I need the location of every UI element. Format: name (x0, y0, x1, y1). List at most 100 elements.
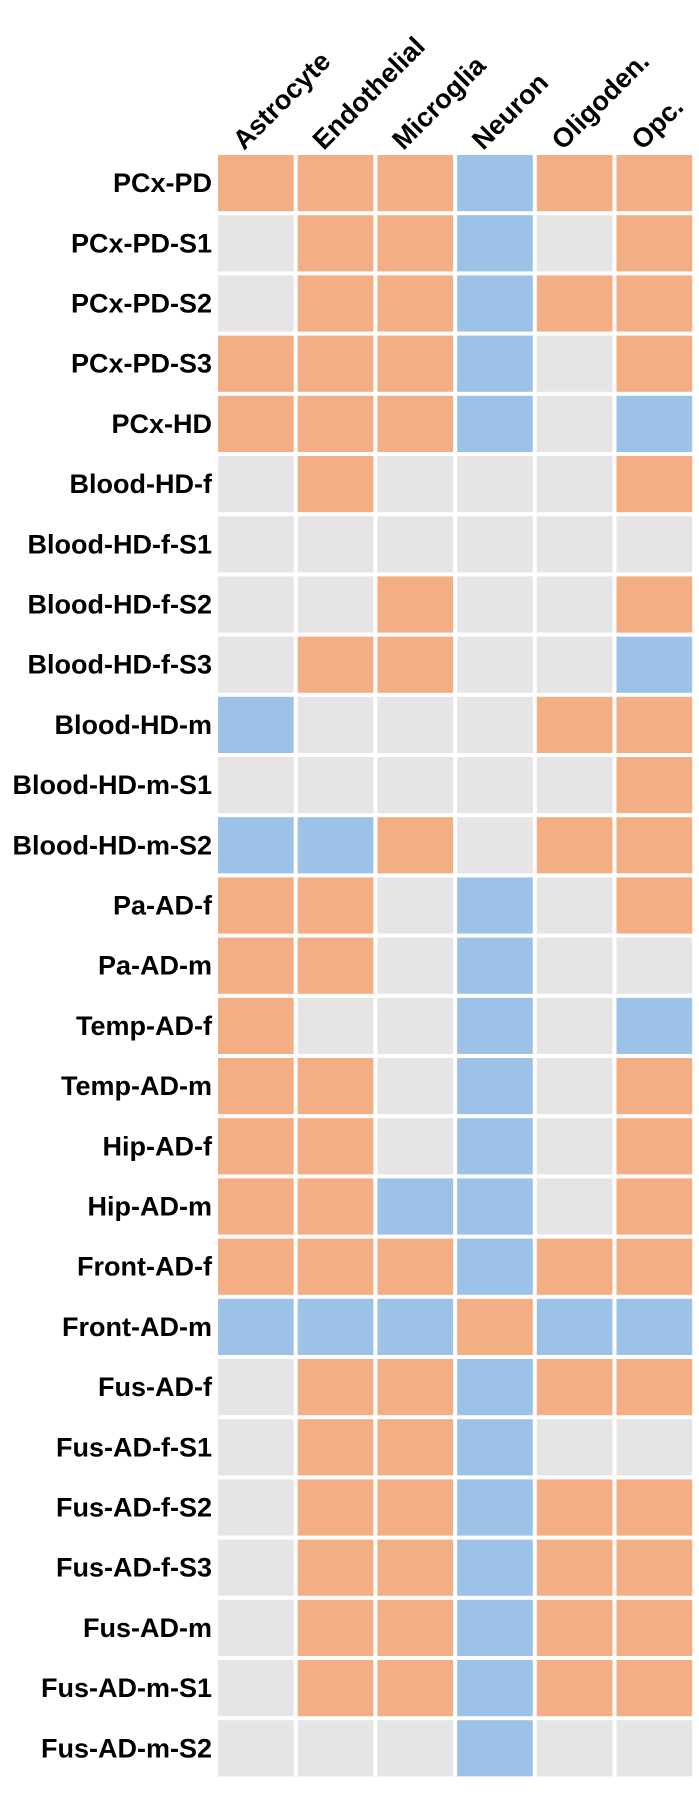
heatmap-cells (218, 155, 693, 1777)
heatmap-cell (377, 215, 454, 272)
heatmap-cell (457, 516, 533, 573)
heatmap-cell (457, 1479, 533, 1536)
heatmap-cell (377, 877, 454, 934)
heatmap-cell (616, 1419, 693, 1476)
heatmap-cell (297, 997, 374, 1054)
heatmap-cell (536, 696, 613, 753)
heatmap-cell (377, 456, 454, 513)
heatmap-cell (377, 1660, 454, 1717)
heatmap-cell (218, 1118, 294, 1175)
heatmap-cell (536, 937, 613, 994)
heatmap-cell (457, 456, 533, 513)
heatmap-cell (616, 1660, 693, 1717)
row-labels: PCx-PD PCx-PD-S1 PCx-PD-S2 PCx-PD-S3 PCx-HD B… (13, 168, 213, 1763)
heatmap-cell (218, 1298, 294, 1355)
heatmap-cell (218, 696, 294, 753)
heatmap-cell (377, 1178, 454, 1235)
heatmap-cell (218, 155, 294, 212)
row-label: PCx-PD (113, 168, 212, 198)
row-label: Blood-HD-f-S2 (28, 590, 212, 620)
row-label: Blood-HD-m-S2 (13, 830, 212, 860)
heatmap-cell (536, 1298, 613, 1355)
heatmap-cell (536, 1599, 613, 1656)
row-label: Fus-AD-f-S1 (56, 1432, 212, 1462)
heatmap-cell (536, 1238, 613, 1295)
row-label: Fus-AD-m-S1 (41, 1673, 212, 1703)
heatmap-cell (536, 155, 613, 212)
heatmap-cell (616, 1238, 693, 1295)
heatmap-cell (297, 1479, 374, 1536)
heatmap-cell (457, 1058, 533, 1115)
row-label: PCx-PD-S2 (71, 289, 212, 319)
heatmap-cell (457, 937, 533, 994)
heatmap-cell (457, 1660, 533, 1717)
row-label: Blood-HD-f (70, 469, 213, 499)
heatmap-cell (616, 395, 693, 452)
heatmap-cell (616, 817, 693, 874)
row-label: Pa-AD-f (113, 891, 213, 921)
heatmap-cell (297, 275, 374, 332)
heatmap-cell (536, 275, 613, 332)
heatmap-cell (616, 1479, 693, 1536)
heatmap-cell (536, 636, 613, 693)
heatmap-cell (297, 1298, 374, 1355)
heatmap-cell (377, 997, 454, 1054)
heatmap-cell (536, 1720, 613, 1777)
heatmap-cell (457, 335, 533, 392)
heatmap-cell (297, 1419, 374, 1476)
heatmap-cell (377, 516, 454, 573)
heatmap-cell (297, 1599, 374, 1656)
heatmap-cell (377, 1118, 454, 1175)
heatmap-cell (297, 456, 374, 513)
heatmap-cell (297, 1238, 374, 1295)
heatmap-cell (457, 757, 533, 814)
heatmap-cell (457, 877, 533, 934)
heatmap-cell (377, 1539, 454, 1596)
heatmap-cell (297, 1058, 374, 1115)
row-label: Hip-AD-f (103, 1131, 213, 1161)
row-label: Temp-AD-f (76, 1011, 213, 1041)
heatmap-cell (536, 456, 613, 513)
row-label: PCx-HD (111, 409, 212, 439)
heatmap-cell (457, 155, 533, 212)
row-label: Fus-AD-f (98, 1372, 213, 1402)
heatmap-cell (218, 576, 294, 633)
heatmap-cell (536, 1660, 613, 1717)
heatmap-cell (218, 335, 294, 392)
heatmap-cell (616, 456, 693, 513)
heatmap-cell (297, 335, 374, 392)
heatmap-cell (457, 817, 533, 874)
heatmap-cell (536, 335, 613, 392)
heatmap-cell (218, 1359, 294, 1416)
heatmap-cell (616, 1720, 693, 1777)
heatmap-cell (218, 636, 294, 693)
heatmap-cell (297, 1118, 374, 1175)
heatmap-cell (536, 395, 613, 452)
heatmap-cell (297, 1660, 374, 1717)
heatmap-cell (218, 1178, 294, 1235)
heatmap-cell (218, 1720, 294, 1777)
row-label: Hip-AD-m (88, 1192, 212, 1222)
heatmap-cell (457, 1238, 533, 1295)
heatmap-cell (297, 877, 374, 934)
heatmap-cell (616, 1058, 693, 1115)
heatmap-cell (377, 1419, 454, 1476)
heatmap-cell (218, 1660, 294, 1717)
heatmap-cell (457, 1599, 533, 1656)
heatmap-cell (616, 155, 693, 212)
heatmap-cell (297, 696, 374, 753)
heatmap-cell (616, 877, 693, 934)
heatmap-cell (457, 395, 533, 452)
heatmap-cell (297, 1178, 374, 1235)
heatmap-cell (616, 937, 693, 994)
row-label: Fus-AD-m-S2 (41, 1733, 212, 1763)
heatmap-cell (377, 1479, 454, 1536)
heatmap-cell (536, 1058, 613, 1115)
heatmap-cell (616, 1178, 693, 1235)
row-label: Blood-HD-f-S3 (28, 650, 212, 680)
heatmap-cell (457, 1720, 533, 1777)
row-label: Front-AD-m (62, 1312, 212, 1342)
row-label: PCx-PD-S1 (71, 228, 212, 258)
heatmap-cell (616, 576, 693, 633)
